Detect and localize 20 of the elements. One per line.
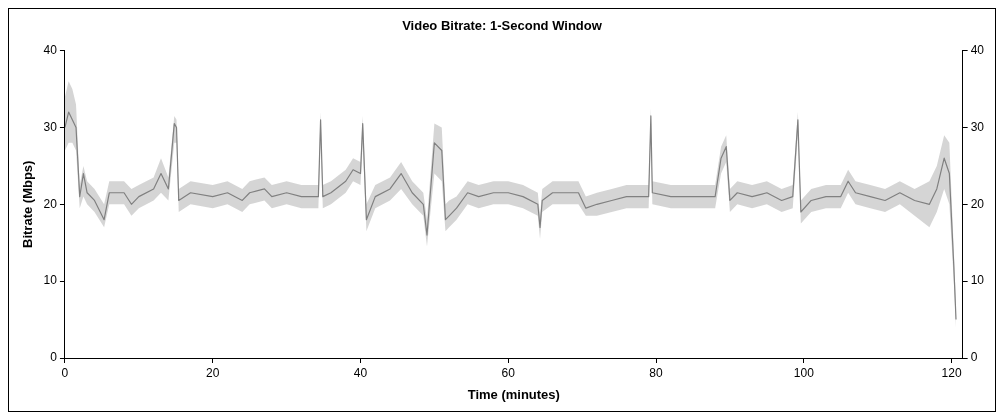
y2-tick-label: 10 [970, 273, 985, 288]
y-tick-label: 10 [43, 273, 58, 288]
y2-tick-label: 0 [970, 350, 978, 365]
y2-tick-label: 20 [970, 196, 985, 211]
x-tick-label: 80 [649, 365, 664, 380]
x-axis-title: Time (minutes) [467, 386, 560, 402]
x-tick-label: 60 [501, 365, 516, 380]
y-tick-label: 20 [43, 196, 58, 211]
y2-tick-label: 40 [970, 42, 985, 57]
x-tick-label: 0 [61, 365, 69, 380]
chart-title: Video Bitrate: 1-Second Window [402, 18, 603, 34]
y2-tick-label: 30 [970, 119, 985, 134]
y-tick-label: 40 [43, 42, 58, 57]
x-tick-label: 20 [206, 365, 220, 380]
x-tick-label: 40 [353, 365, 368, 380]
y-tick-label: 30 [43, 119, 58, 134]
y-axis-title: Bitrate (Mbps) [20, 160, 36, 248]
x-tick-label: 100 [793, 365, 815, 380]
y-tick-label: 0 [50, 350, 58, 365]
x-tick-label: 120 [941, 365, 962, 380]
